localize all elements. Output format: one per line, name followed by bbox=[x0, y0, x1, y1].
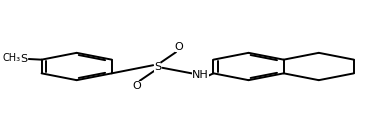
Text: O: O bbox=[132, 81, 141, 91]
Text: S: S bbox=[21, 54, 28, 64]
Text: S: S bbox=[154, 61, 161, 72]
Text: CH₃: CH₃ bbox=[3, 53, 21, 63]
Text: O: O bbox=[175, 42, 184, 52]
Text: NH: NH bbox=[192, 70, 209, 80]
